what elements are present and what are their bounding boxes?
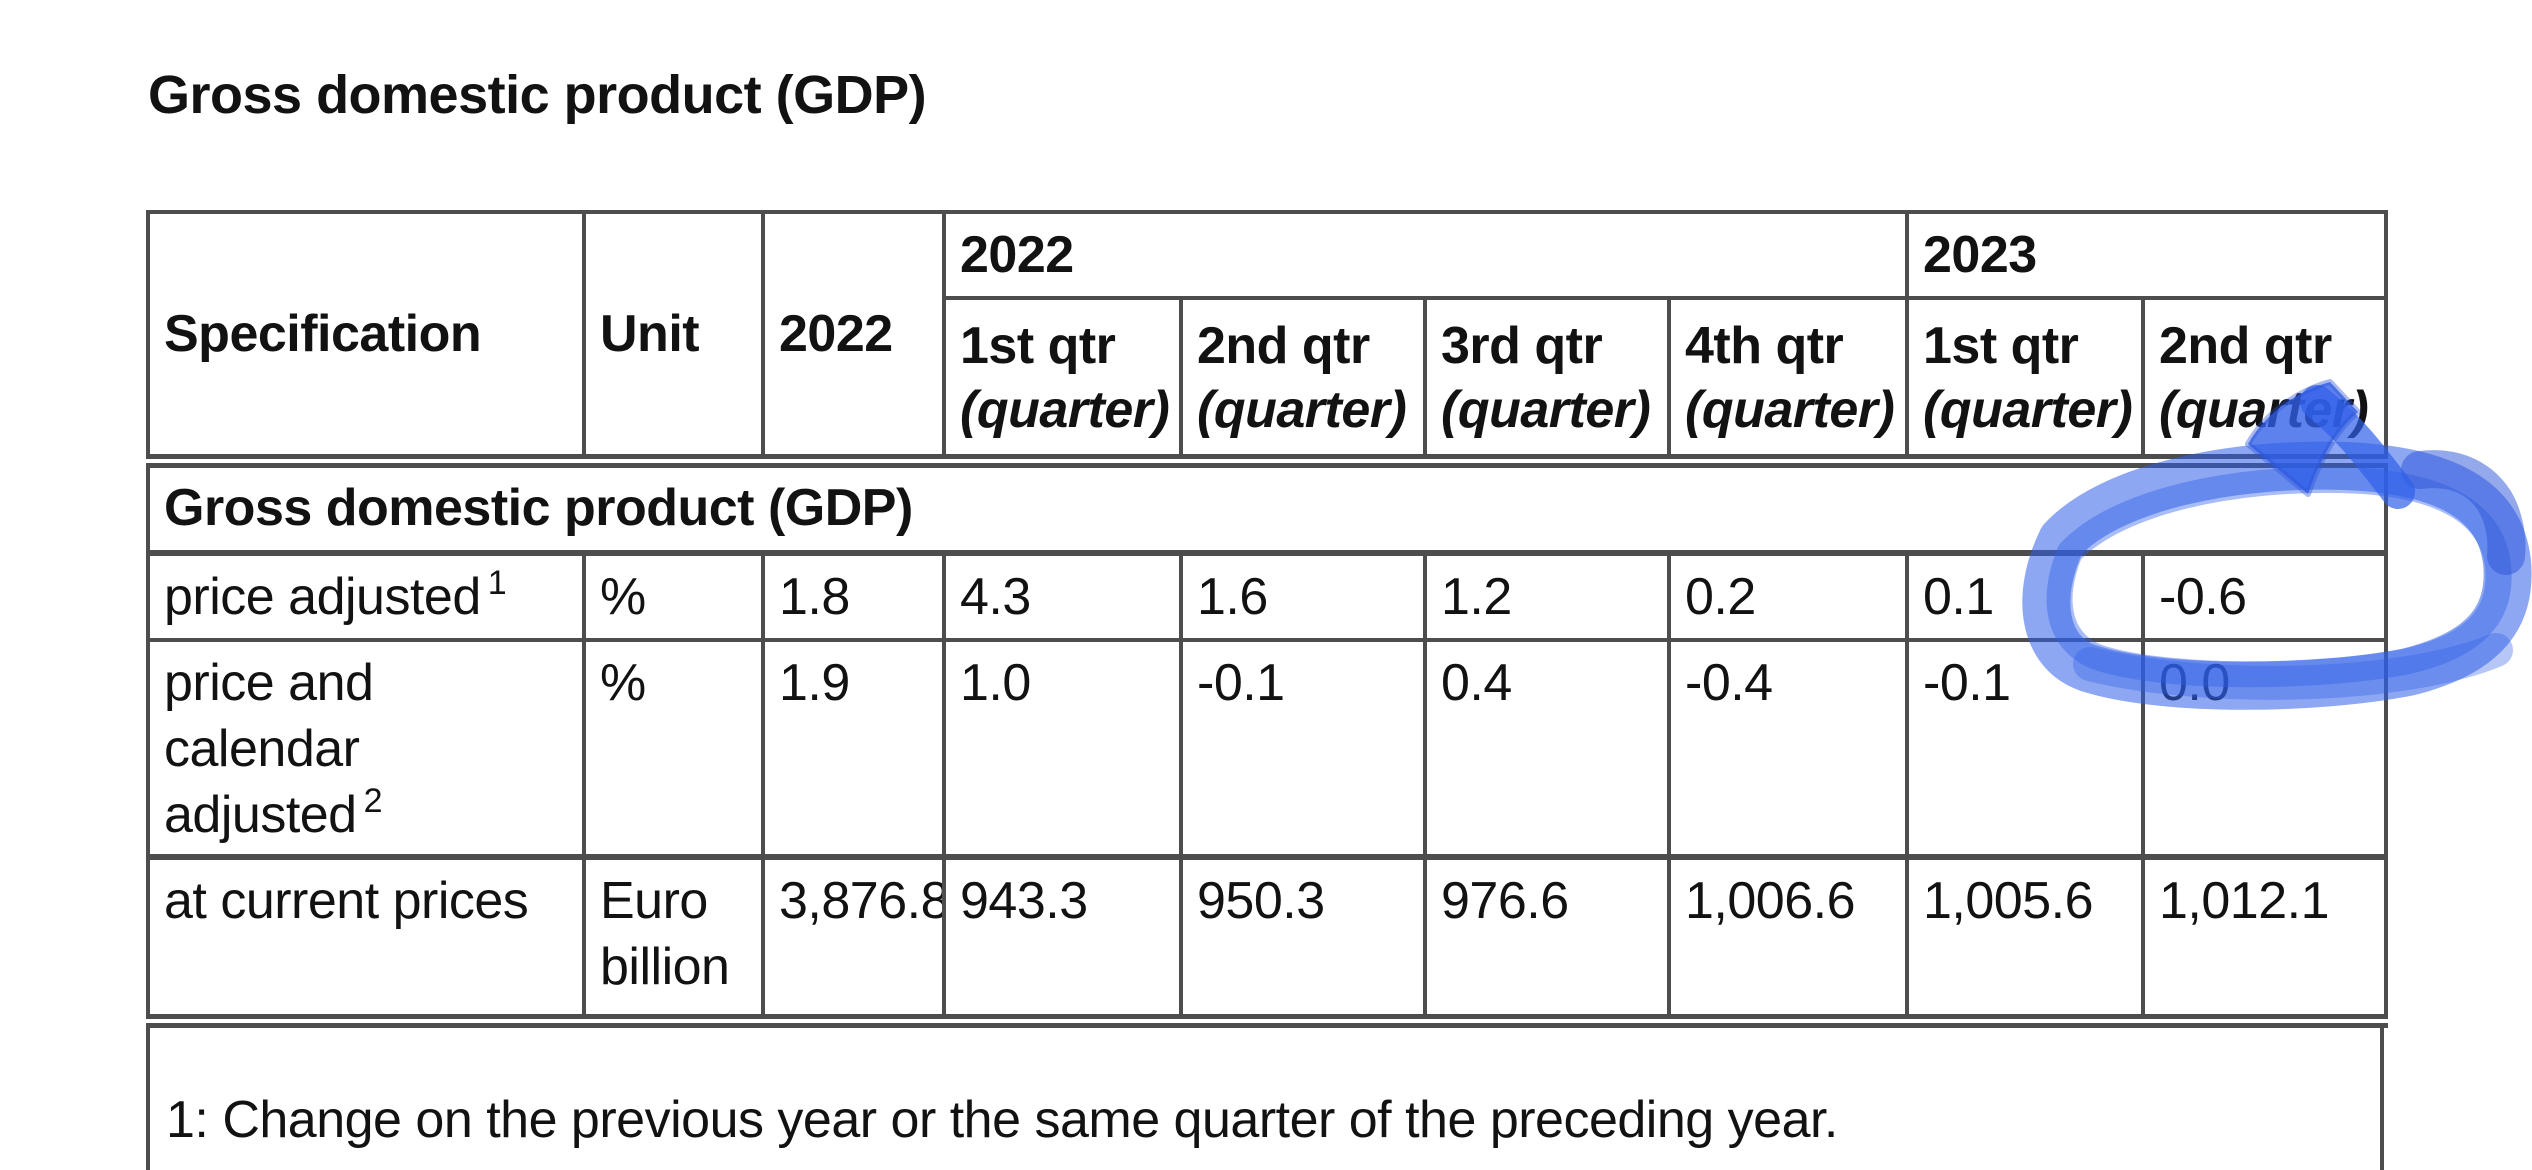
qtr-label: 1st qtr [960,317,1116,375]
qtr-label: 2nd qtr [1197,317,1370,375]
value-cell: -0.6 [2141,553,2388,642]
value-cell: 1.0 [942,640,1183,860]
value-cell: 1,005.6 [1905,857,2145,1028]
unit-cell: % [582,640,765,860]
row-label-text: price adjusted [164,568,481,626]
gdp-table: Specification Unit 2022 2022 2023 1st qt… [146,210,2388,1028]
footnotes-box: 1: Change on the previous year or the sa… [146,1028,2384,1170]
qtr-sublabel: (quarter) [960,381,1170,439]
qtr-header-2022-q3: 3rd qtr (quarter) [1423,298,1671,468]
qtr-header-2022-q4: 4th qtr (quarter) [1667,298,1909,468]
value-cell: 950.3 [1179,857,1427,1028]
qtr-header-2023-q2: 2nd qtr (quarter) [2141,298,2388,468]
quarter-header-row: 1st qtr (quarter) 2nd qtr (quarter) 3rd … [148,298,2388,468]
value-cell: 1,012.1 [2141,857,2388,1028]
qtr-label: 1st qtr [1923,317,2079,375]
section-row: Gross domestic product (GDP) [146,461,2388,556]
value-cell: 3,876.8 [761,857,946,1028]
value-cell: 1.2 [1423,553,1671,642]
value-cell: 0.1 [1905,553,2145,642]
value-cell: 1.6 [1179,553,1427,642]
value-cell: 0.0 [2141,640,2388,860]
value-cell: -0.1 [1179,640,1427,860]
value-cell: 1,006.6 [1667,857,1909,1028]
row-label: price and calendar adjusted 2 [146,640,586,860]
qtr-sublabel: (quarter) [1923,381,2133,439]
footnote-line-1: 1: Change on the previous year or the sa… [166,1091,1838,1149]
unit-cell: % [582,553,765,642]
value-cell: 976.6 [1423,857,1671,1028]
qtr-sublabel: (quarter) [1197,381,1407,439]
qtr-label: 3rd qtr [1441,317,1603,375]
value-cell: 4.3 [942,553,1183,642]
value-cell: 1.8 [761,553,946,642]
value-cell: 0.4 [1423,640,1671,860]
value-cell: -0.4 [1667,640,1909,860]
footnote-ref: 1 [487,564,507,602]
value-cell: 0.2 [1667,553,1909,642]
row-label-text: at current prices [164,872,529,930]
year-group-2022: 2022 [942,212,1909,300]
unit-header: Unit [582,212,765,468]
unit-cell: Euro billion [582,857,765,1028]
section-title: Gross domestic product (GDP) [146,461,2388,556]
footnote-line-2: 2: Change on the previous year or previo… [166,1160,2360,1170]
row-label: price adjusted 1 [146,553,586,642]
value-cell: -0.1 [1905,640,2145,860]
value-cell: 1.9 [761,640,946,860]
qtr-label: 4th qtr [1685,317,1844,375]
specification-header: Specification [146,212,586,468]
qtr-header-2022-q2: 2nd qtr (quarter) [1179,298,1427,468]
footnote-ref: 2 [363,782,383,820]
unit-text: billion [600,938,730,996]
row-label: at current prices [146,857,586,1028]
qtr-sublabel: (quarter) [2159,381,2369,439]
year-group-2023: 2023 [1905,212,2388,300]
qtr-label: 2nd qtr [2159,317,2332,375]
qtr-sublabel: (quarter) [1685,381,1895,439]
table-row-price-calendar-adjusted: price and calendar adjusted 2 % 1.9 1.0 -… [146,640,2388,860]
qtr-header-2023-q1: 1st qtr (quarter) [1905,298,2145,468]
row-label-text: adjusted [164,786,357,844]
year-group-row: Specification Unit 2022 2022 2023 [146,212,2388,468]
unit-text: Euro [600,872,708,930]
annual-2022-header: 2022 [761,212,946,468]
page-title: Gross domestic product (GDP) [148,65,927,125]
qtr-sublabel: (quarter) [1441,381,1651,439]
row-label-text: price and calendar [164,654,374,778]
table-container: Specification Unit 2022 2022 2023 1st qt… [146,210,2388,1170]
table-row-price-adjusted: price adjusted 1 % 1.8 4.3 1.6 1.2 0.2 0.… [146,553,2388,642]
value-cell: 943.3 [942,857,1183,1028]
qtr-header-2022-q1: 1st qtr (quarter) [942,298,1183,468]
table-row-current-prices: at current prices Euro billion 3,876.8 9… [146,857,2388,1028]
